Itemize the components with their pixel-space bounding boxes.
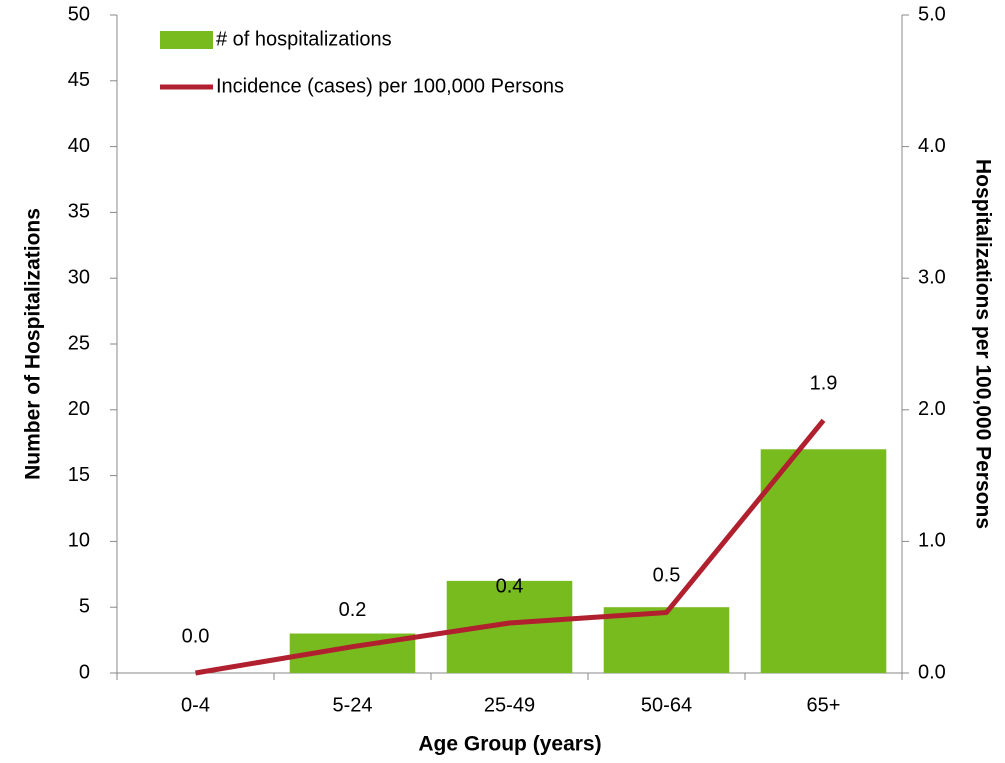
data-label: 0.4 [496, 575, 524, 597]
y-tick-label: 25 [68, 332, 90, 354]
y-axis-title: Number of Hospitalizations [22, 208, 45, 480]
y-tick-label: 5 [79, 595, 90, 617]
x-tick-label: 50-64 [641, 694, 692, 716]
y-tick-label: 35 [68, 201, 90, 223]
y-tick-label: 45 [68, 69, 90, 91]
data-label: 0.0 [182, 625, 210, 647]
x-tick-label: 25-49 [484, 694, 535, 716]
y2-tick-label: 3.0 [918, 266, 946, 288]
y-tick-label: 50 [68, 3, 90, 25]
legend-swatch [160, 31, 213, 49]
y-tick-label: 15 [68, 464, 90, 486]
x-tick-label: 5-24 [332, 694, 372, 716]
y-tick-label: 10 [68, 530, 90, 552]
y2-tick-label: 2.0 [918, 398, 946, 420]
data-label: 0.2 [339, 599, 367, 621]
y-tick-label: 30 [68, 266, 90, 288]
data-label: 1.9 [810, 373, 838, 395]
y2-tick-label: 5.0 [918, 3, 946, 25]
bar [603, 607, 730, 673]
bar [760, 449, 887, 673]
y2-axis-title: Hospitalizations per 100,000 Persons [971, 159, 994, 529]
x-axis-title: Age Group (years) [418, 733, 601, 756]
y2-tick-label: 4.0 [918, 135, 946, 157]
y2-tick-label: 0.0 [918, 661, 946, 683]
legend-label: # of hospitalizations [216, 28, 392, 50]
y-tick-label: 0 [79, 661, 90, 683]
y-tick-label: 40 [68, 135, 90, 157]
x-tick-label: 0-4 [181, 694, 210, 716]
x-tick-label: 65+ [807, 694, 841, 716]
legend-label: Incidence (cases) per 100,000 Persons [216, 75, 564, 97]
line [195, 418, 826, 676]
data-label: 0.5 [653, 565, 681, 587]
y2-tick-label: 1.0 [918, 530, 946, 552]
y-tick-label: 20 [68, 398, 90, 420]
